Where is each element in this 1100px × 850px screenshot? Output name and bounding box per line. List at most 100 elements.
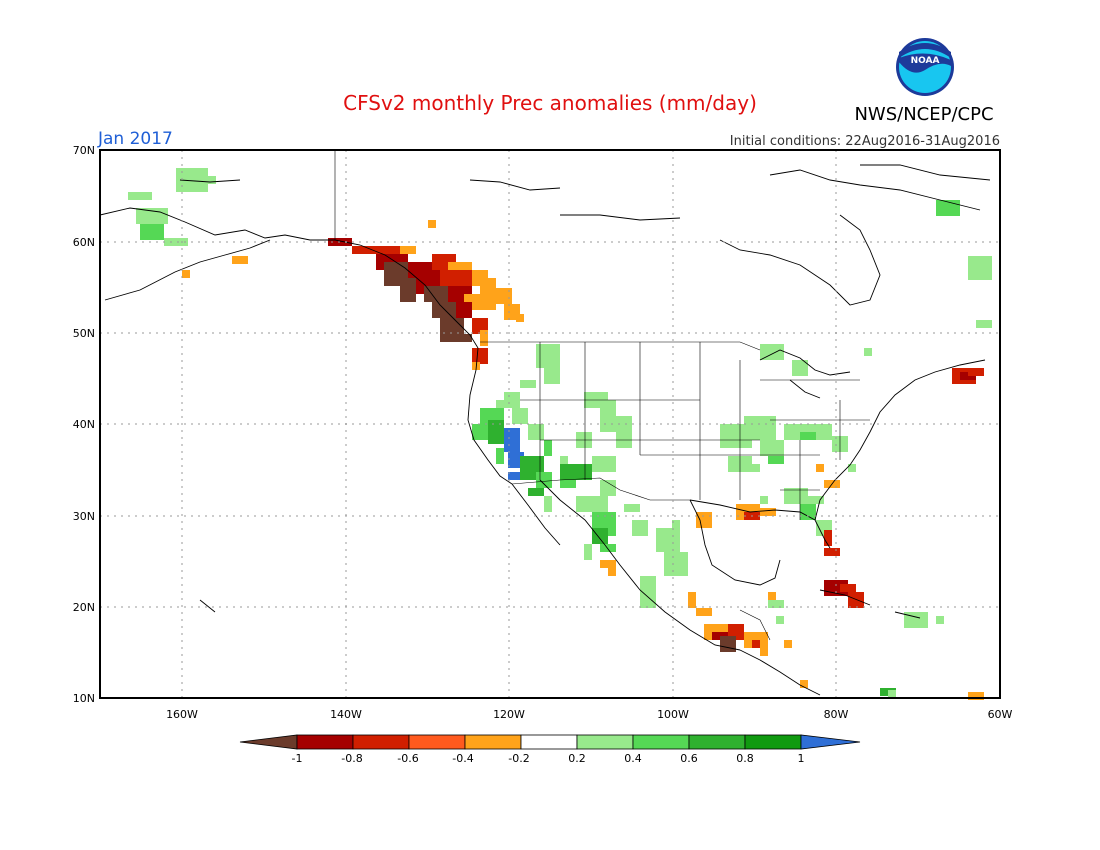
anomaly-cell (816, 528, 824, 536)
anomaly-cell (576, 440, 584, 448)
anomaly-cell (752, 416, 760, 424)
anomaly-cell (192, 184, 200, 192)
anomaly-cell (600, 408, 608, 416)
anomaly-cell (768, 448, 776, 456)
anomaly-cell (920, 620, 928, 628)
anomaly-cell (600, 488, 608, 496)
anomaly-cell (640, 592, 648, 600)
anomaly-cell (496, 456, 504, 464)
anomaly-cell (480, 270, 488, 278)
anomaly-cell (600, 464, 608, 472)
anomaly-cell (136, 192, 144, 200)
anomaly-cell (576, 464, 584, 472)
anomaly-cell (160, 216, 168, 224)
anomaly-cell (600, 536, 608, 544)
anomaly-cell (544, 368, 552, 376)
anomaly-cell (624, 504, 632, 512)
anomaly-cell (664, 552, 672, 560)
anomaly-cell (472, 294, 480, 302)
anomaly-cell (824, 480, 832, 488)
anomaly-cell (664, 528, 672, 536)
anomaly-cell (448, 278, 456, 286)
anomaly-cell (508, 460, 516, 468)
anomaly-cell (424, 270, 432, 278)
anomaly-cell (768, 456, 776, 464)
anomaly-cell (944, 200, 952, 208)
anomaly-cell (792, 496, 800, 504)
anomaly-cell (520, 472, 528, 480)
anomaly-cell (608, 520, 616, 528)
anomaly-cell (416, 270, 424, 278)
anomaly-cell (808, 432, 816, 440)
anomaly-cell (508, 472, 516, 480)
anomaly-cell (832, 444, 840, 452)
anomaly-cell (864, 348, 872, 356)
anomaly-cell (768, 600, 776, 608)
anomaly-cell (544, 448, 552, 456)
anomaly-cell (592, 496, 600, 504)
anomaly-cell (792, 424, 800, 432)
anomaly-cell (672, 536, 680, 544)
anomaly-cell (824, 580, 832, 588)
anomaly-cell (544, 504, 552, 512)
lon-label: 60W (988, 708, 1013, 721)
anomaly-cell (848, 584, 856, 592)
anomaly-cell (384, 270, 392, 278)
anomaly-cell (800, 424, 808, 432)
colorbar-segment (296, 734, 354, 750)
anomaly-cell (240, 256, 248, 264)
anomaly-cell (600, 456, 608, 464)
anomaly-cell (432, 278, 440, 286)
anomaly-cell (464, 294, 472, 302)
anomaly-cell (664, 536, 672, 544)
anomaly-cell (400, 246, 408, 254)
anomaly-cell (592, 528, 600, 536)
anomaly-cell (640, 576, 648, 584)
anomaly-cell (768, 352, 776, 360)
anomaly-cell (784, 496, 792, 504)
anomaly-cell (744, 504, 752, 512)
anomaly-cell (760, 508, 768, 516)
anomaly-cell (496, 296, 504, 304)
anomaly-cell (528, 464, 536, 472)
anomaly-cell (976, 264, 984, 272)
anomaly-cell (608, 544, 616, 552)
anomaly-cell (640, 584, 648, 592)
anomaly-cell (504, 304, 512, 312)
anomaly-cell (752, 640, 760, 648)
anomaly-cell (608, 568, 616, 576)
anomaly-cell (432, 302, 440, 310)
anomaly-cell (520, 416, 528, 424)
anomaly-cell (136, 208, 144, 216)
anomaly-cell (376, 262, 384, 270)
anomaly-cell (760, 496, 768, 504)
anomaly-cell (544, 480, 552, 488)
anomaly-cell (344, 238, 352, 246)
anomaly-cell (464, 270, 472, 278)
anomaly-cell (148, 224, 156, 232)
colorbar-segment (464, 734, 522, 750)
anomaly-cell (552, 360, 560, 368)
anomaly-cell (584, 432, 592, 440)
anomaly-cell (432, 286, 440, 294)
anomaly-cell (584, 496, 592, 504)
anomaly-cell (656, 544, 664, 552)
anomaly-cell (544, 344, 552, 352)
anomaly-cell (416, 262, 424, 270)
anomaly-cell (448, 318, 456, 326)
anomaly-cell (976, 320, 984, 328)
anomaly-cell (584, 440, 592, 448)
anomaly-cell (184, 176, 192, 184)
anomaly-cell (504, 312, 512, 320)
anomaly-cell (720, 424, 728, 432)
anomaly-cell (744, 440, 752, 448)
anomaly-cell (352, 246, 360, 254)
anomaly-cell (976, 692, 984, 700)
anomaly-cell (800, 496, 808, 504)
anomaly-cell (592, 456, 600, 464)
anomaly-cell (768, 592, 776, 600)
anomaly-cell (504, 288, 512, 296)
anomaly-cell (128, 192, 136, 200)
anomaly-cell (424, 286, 432, 294)
anomaly-cell (440, 286, 448, 294)
